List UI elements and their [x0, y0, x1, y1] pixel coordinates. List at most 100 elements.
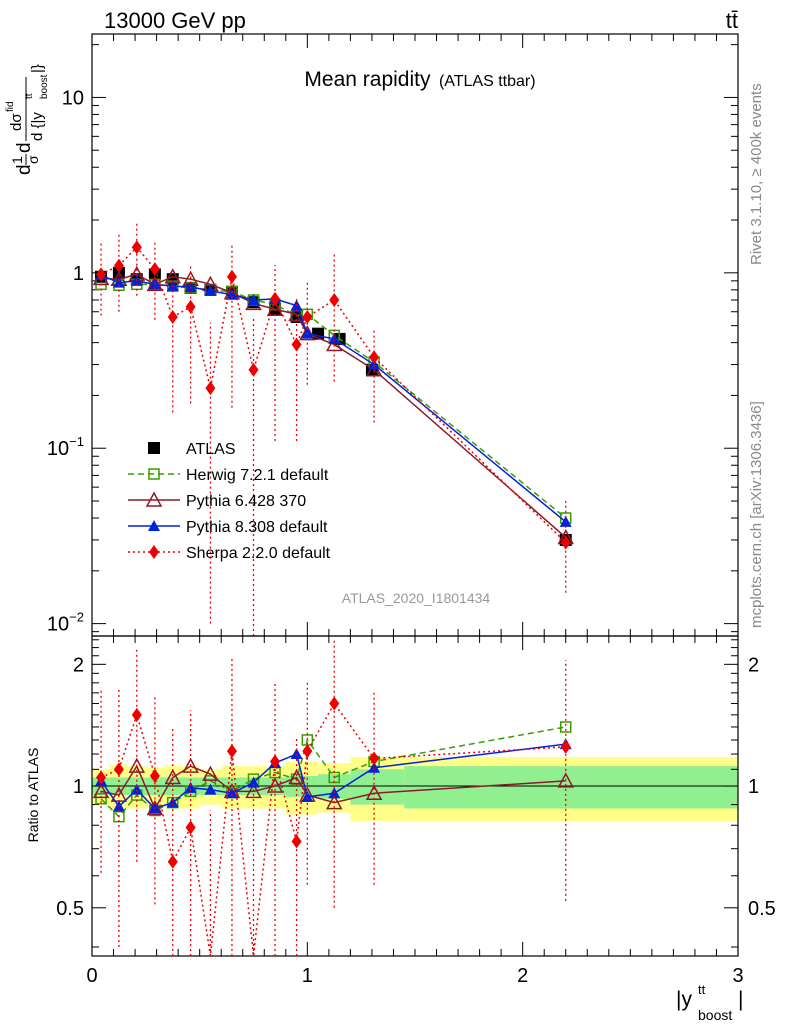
ratio-point-py6: [202, 765, 219, 781]
ratio-point-sherpa: [226, 744, 237, 759]
point-py8: [112, 276, 125, 288]
ylabel-dy: d {|y: [29, 112, 46, 141]
legend-marker-py6: [145, 491, 163, 507]
point-sherpa: [369, 350, 380, 365]
main-y-tick-mantissa: 10: [62, 87, 84, 109]
point-sherpa: [205, 381, 216, 396]
ratio-point-herwig: [559, 721, 572, 733]
legend-label-py6: Pythia 6.428 370: [186, 493, 306, 510]
legend-entry-sherpa: Sherpa 2.2.0 default: [128, 545, 331, 562]
ylabel-d2: d: [14, 142, 35, 153]
xlabel-main: |y: [676, 988, 692, 1011]
point-sherpa: [185, 299, 196, 314]
ylabel-d1: d: [14, 164, 35, 175]
ylabel-close: |}: [29, 64, 46, 73]
point-py8: [225, 288, 238, 300]
ratio-point-py6: [325, 794, 343, 810]
ratio-point-py8: [368, 761, 381, 773]
x-tick-label: 0: [86, 965, 97, 987]
chart-title: Mean rapidity (ATLAS ttbar): [304, 68, 535, 91]
ratio-point-py8: [204, 783, 217, 795]
ratio-point-py6: [245, 782, 262, 799]
legend-entry-herwig: Herwig 7.2.1 default: [128, 467, 329, 484]
point-sherpa: [329, 293, 340, 308]
ratio-point-sherpa: [270, 754, 281, 769]
legend-entry-atlas: ATLAS: [148, 441, 236, 458]
ratio-point-herwig: [95, 793, 107, 805]
xlabel-end: |: [738, 988, 743, 1011]
ratio-point-sherpa: [369, 751, 380, 766]
main-y-tick-exponent: −2: [69, 610, 84, 625]
ratio-point-py6: [557, 772, 574, 788]
analysis-id-label: ATLAS_2020_I1801434: [342, 590, 491, 606]
legend-entry-py6: Pythia 6.428 370: [128, 491, 306, 510]
ratio-point-py8: [290, 748, 303, 760]
legend-label-py8: Pythia 8.308 default: [186, 519, 328, 536]
ylabel-fid: fid: [5, 101, 16, 112]
x-tick-label: 3: [732, 965, 743, 987]
ratio-y-tick-label-right: 1: [748, 776, 759, 798]
rivet-version-label: Rivet 3.1.10, ≥ 400k events: [748, 83, 765, 265]
ratio-point-py6: [182, 757, 199, 773]
main-y-tick-mantissa: 10: [47, 614, 69, 636]
main-y-tick-exponent: −1: [69, 434, 84, 449]
ratio-point-py6: [266, 777, 284, 793]
series-line-py8: [100, 274, 567, 523]
ratio-point-py8: [247, 776, 260, 788]
ratio-point-sherpa: [113, 762, 124, 777]
point-sherpa: [131, 240, 142, 255]
point-sherpa: [167, 310, 178, 325]
legend-marker-atlas: [148, 442, 160, 454]
legend-marker-py8: [148, 520, 160, 531]
ratio-y-tick-label-right: 0.5: [748, 898, 776, 920]
main-y-tick-label: 10: [62, 87, 84, 109]
point-py8: [328, 332, 341, 344]
series-sherpa: [96, 221, 571, 636]
x-axis-label: |y tt boost |: [676, 982, 743, 1023]
ratio-point-py6: [164, 768, 182, 785]
chart-title-main: Mean rapidity: [304, 68, 431, 91]
series-atlas: [95, 266, 572, 546]
main-y-axis-label: d 1 σ d dσ fid d {|y tt boost |}: [5, 64, 50, 175]
ratio-line-sherpa: [100, 702, 566, 957]
point-sherpa: [226, 269, 237, 284]
point-sherpa: [113, 258, 124, 273]
ratio-point-sherpa: [131, 707, 142, 722]
mcplots-label: mcplots.cern.ch [arXiv:1306.3436]: [748, 401, 765, 628]
legend-label-herwig: Herwig 7.2.1 default: [186, 467, 329, 484]
legend-label-atlas: ATLAS: [186, 441, 236, 458]
point-py8: [204, 284, 217, 296]
legend: ATLAS Herwig 7.2.1 default Pythia 6.428 37…: [128, 441, 331, 562]
ratio-point-sherpa: [185, 820, 196, 835]
ylabel-one: 1: [9, 156, 25, 164]
point-sherpa: [291, 337, 302, 352]
point-sherpa: [560, 535, 571, 550]
ratio-point-py6: [128, 757, 146, 773]
ylabel-sigma: σ: [25, 155, 41, 164]
ratio-y-tick-label: 2: [73, 654, 84, 676]
ratio-point-sherpa: [291, 834, 302, 849]
ratio-y-axis-label: Ratio to ATLAS: [25, 748, 41, 843]
legend-label-sherpa: Sherpa 2.2.0 default: [186, 545, 331, 562]
point-sherpa: [270, 291, 281, 306]
process-label: tt̄: [726, 8, 738, 33]
chart-subtitle: (ATLAS ttbar): [439, 73, 536, 90]
series-py6: [92, 265, 574, 545]
main-y-tick-label: 1: [73, 263, 84, 285]
series-line-sherpa: [100, 246, 567, 544]
ratio-point-sherpa: [302, 744, 313, 759]
x-tick-label: 1: [302, 965, 313, 987]
point-sherpa: [149, 262, 160, 277]
series-herwig: [95, 278, 572, 524]
ylabel-boost: boost: [39, 74, 50, 99]
main-y-tick-mantissa: 1: [73, 263, 84, 285]
ratio-y-tick-label: 0.5: [56, 898, 84, 920]
point-sherpa: [96, 267, 107, 282]
series-py8: [95, 269, 572, 527]
ratio-point-sherpa: [167, 854, 178, 869]
point-sherpa: [302, 310, 313, 325]
legend-marker-sherpa: [149, 545, 159, 559]
legend-entry-py8: Pythia 8.308 default: [128, 519, 328, 536]
